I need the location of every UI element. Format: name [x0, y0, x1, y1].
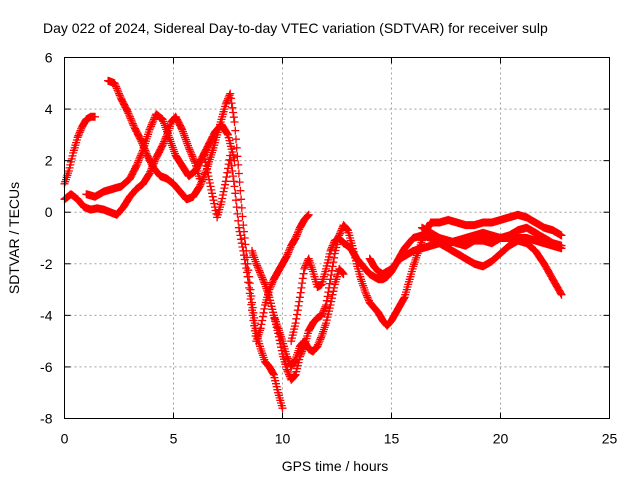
y-tick-label: -4 — [40, 307, 53, 323]
satellite-track-1-markers — [60, 112, 99, 188]
y-tick-label: 6 — [45, 50, 53, 66]
tick-labels: 0 5 10 15 20 25 -8 -6 -4 -2 0 2 4 6 — [40, 50, 617, 447]
y-tick-label: 2 — [45, 153, 53, 169]
satellite-track-5-markers — [200, 151, 313, 346]
series-layer — [60, 76, 566, 413]
y-tick-label: -8 — [40, 411, 53, 427]
y-tick-label: 4 — [45, 101, 53, 117]
x-axis-label: GPS time / hours — [282, 458, 389, 474]
x-tick-label: 10 — [275, 431, 291, 447]
plot-frame — [64, 57, 610, 419]
axis-ticks — [64, 57, 610, 419]
x-tick-label: 5 — [170, 431, 178, 447]
y-tick-label: -2 — [40, 256, 53, 272]
y-tick-label: 0 — [45, 204, 53, 220]
satellite-track-3-markers — [104, 76, 287, 413]
satellite-track-10-markers — [269, 264, 348, 371]
chart-title: Day 022 of 2024, Sidereal Day-to-day VTE… — [43, 20, 548, 36]
x-tick-label: 0 — [61, 431, 69, 447]
x-tick-label: 25 — [602, 431, 618, 447]
satellite-track-9-markers — [418, 223, 566, 250]
y-tick-label: -6 — [40, 359, 53, 375]
y-axis-label: SDTVAR / TECUs — [6, 182, 22, 294]
x-tick-label: 20 — [493, 431, 509, 447]
x-tick-label: 15 — [384, 431, 400, 447]
satellite-track-4-markers — [82, 110, 239, 201]
